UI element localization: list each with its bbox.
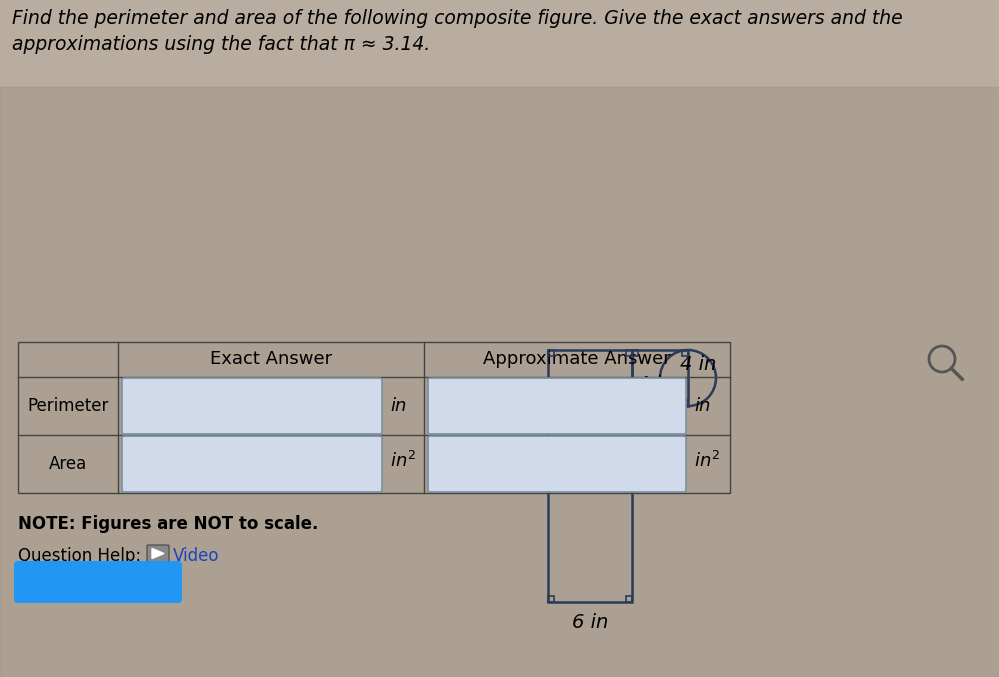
Text: NOTE: Figures are NOT to scale.: NOTE: Figures are NOT to scale. [18,515,319,533]
Bar [632,350,688,406]
Text: Question Help:: Question Help: [18,547,141,565]
Text: $in^2$: $in^2$ [694,451,720,471]
Bar [632,400,638,406]
FancyBboxPatch shape [428,378,686,434]
Bar [682,350,688,356]
FancyBboxPatch shape [14,561,182,603]
Polygon shape [152,548,164,559]
Text: Perimeter: Perimeter [27,397,109,415]
FancyBboxPatch shape [122,378,382,434]
Text: Find the perimeter and area of the following composite figure. Give the exact an: Find the perimeter and area of the follo… [12,9,903,28]
Text: Area: Area [49,455,87,473]
Text: Video: Video [173,547,220,565]
Bar [626,350,632,356]
Text: 6 in: 6 in [571,613,608,632]
Bar [632,400,638,406]
FancyBboxPatch shape [428,436,686,492]
Bar [0,87,999,677]
Bar [548,350,554,356]
Bar [18,342,730,493]
FancyBboxPatch shape [147,545,169,562]
Bar [548,350,632,602]
Text: Exact Answer: Exact Answer [210,351,332,368]
Bar [548,596,554,602]
Text: 4 in: 4 in [637,375,673,394]
Bar [632,350,638,356]
FancyBboxPatch shape [122,436,382,492]
Text: Approximate Answer: Approximate Answer [484,351,671,368]
Bar [682,400,688,406]
Text: in: in [694,397,710,415]
Text: in: in [390,397,407,415]
Text: approximations using the fact that π ≈ 3.14.: approximations using the fact that π ≈ 3… [12,35,431,54]
Text: Submit Question: Submit Question [20,573,176,591]
Text: 4 in: 4 in [680,355,717,374]
Bar [626,596,632,602]
Text: $in^2$: $in^2$ [390,451,416,471]
Text: 18 in: 18 in [486,466,534,485]
